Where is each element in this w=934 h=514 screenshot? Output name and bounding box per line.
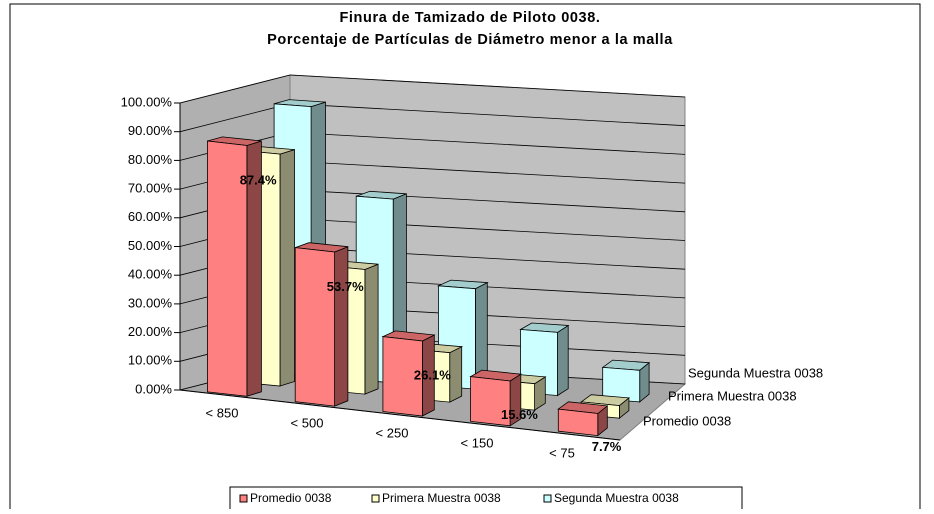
y-tick-label: 80.00% (128, 152, 173, 167)
data-label: 87.4% (240, 173, 277, 188)
legend-label: Primera Muestra 0038 (382, 491, 501, 505)
chart-title: Finura de Tamizado de Piloto 0038. (339, 10, 600, 26)
bar-front (557, 408, 599, 437)
chart-subtitle: Porcentaje de Partículas de Diámetro men… (267, 32, 673, 48)
y-tick-label: 0.00% (135, 381, 172, 396)
y-tick-label: 20.00% (128, 324, 173, 339)
data-label: 15.6% (501, 407, 538, 422)
y-tick-label: 60.00% (128, 209, 173, 224)
bar (381, 330, 436, 417)
x-tick-label: < 75 (549, 445, 575, 460)
grid-line (179, 74, 686, 104)
plot: 0.00% 10.00% 20.00% 30.00% 40.00% 50.00% 60.00… (121, 74, 823, 460)
bar-side (334, 246, 349, 407)
depth-label: Primera Muestra 0038 (668, 388, 797, 403)
x-tick-label: < 150 (461, 435, 494, 450)
bar (294, 242, 349, 407)
legend-swatch (239, 494, 248, 503)
depth-label: Segunda Muestra 0038 (688, 365, 823, 380)
bar (601, 359, 651, 403)
bar-front (206, 140, 248, 397)
bar (206, 136, 262, 397)
legend: Promedio 0038 Primera Muestra 0038 Segunda… (229, 486, 743, 514)
x-tick-label: < 250 (376, 425, 409, 440)
bar-front (382, 336, 423, 417)
bar-front (294, 247, 336, 407)
data-label: 26.1% (414, 367, 451, 382)
x-tick-label: < 850 (206, 405, 239, 420)
y-tick-label: 40.00% (128, 267, 173, 282)
depth-label: Promedio 0038 (643, 413, 731, 428)
y-tick-label: 100.00% (121, 94, 173, 109)
bar-side (364, 263, 379, 395)
y-tick-label: 50.00% (128, 238, 173, 253)
bar (469, 369, 522, 427)
y-tick-label: 70.00% (128, 181, 173, 196)
legend-swatch (543, 494, 552, 503)
legend-label: Segunda Muestra 0038 (554, 491, 679, 505)
bar-side (279, 149, 295, 387)
x-axis (179, 389, 621, 441)
legend-label: Promedio 0038 (250, 491, 332, 505)
y-tick-label: 10.00% (128, 353, 173, 368)
bar (557, 401, 609, 437)
x-tick-label: < 500 (291, 415, 324, 430)
bar-side (449, 346, 463, 403)
y-tick-label: 30.00% (128, 295, 173, 310)
y-tick-label: 90.00% (128, 123, 173, 138)
data-label: 53.7% (327, 279, 364, 294)
data-label: 7.7% (592, 439, 622, 454)
bar-side (557, 324, 569, 397)
legend-swatch (371, 494, 380, 503)
bar-front (470, 376, 511, 427)
